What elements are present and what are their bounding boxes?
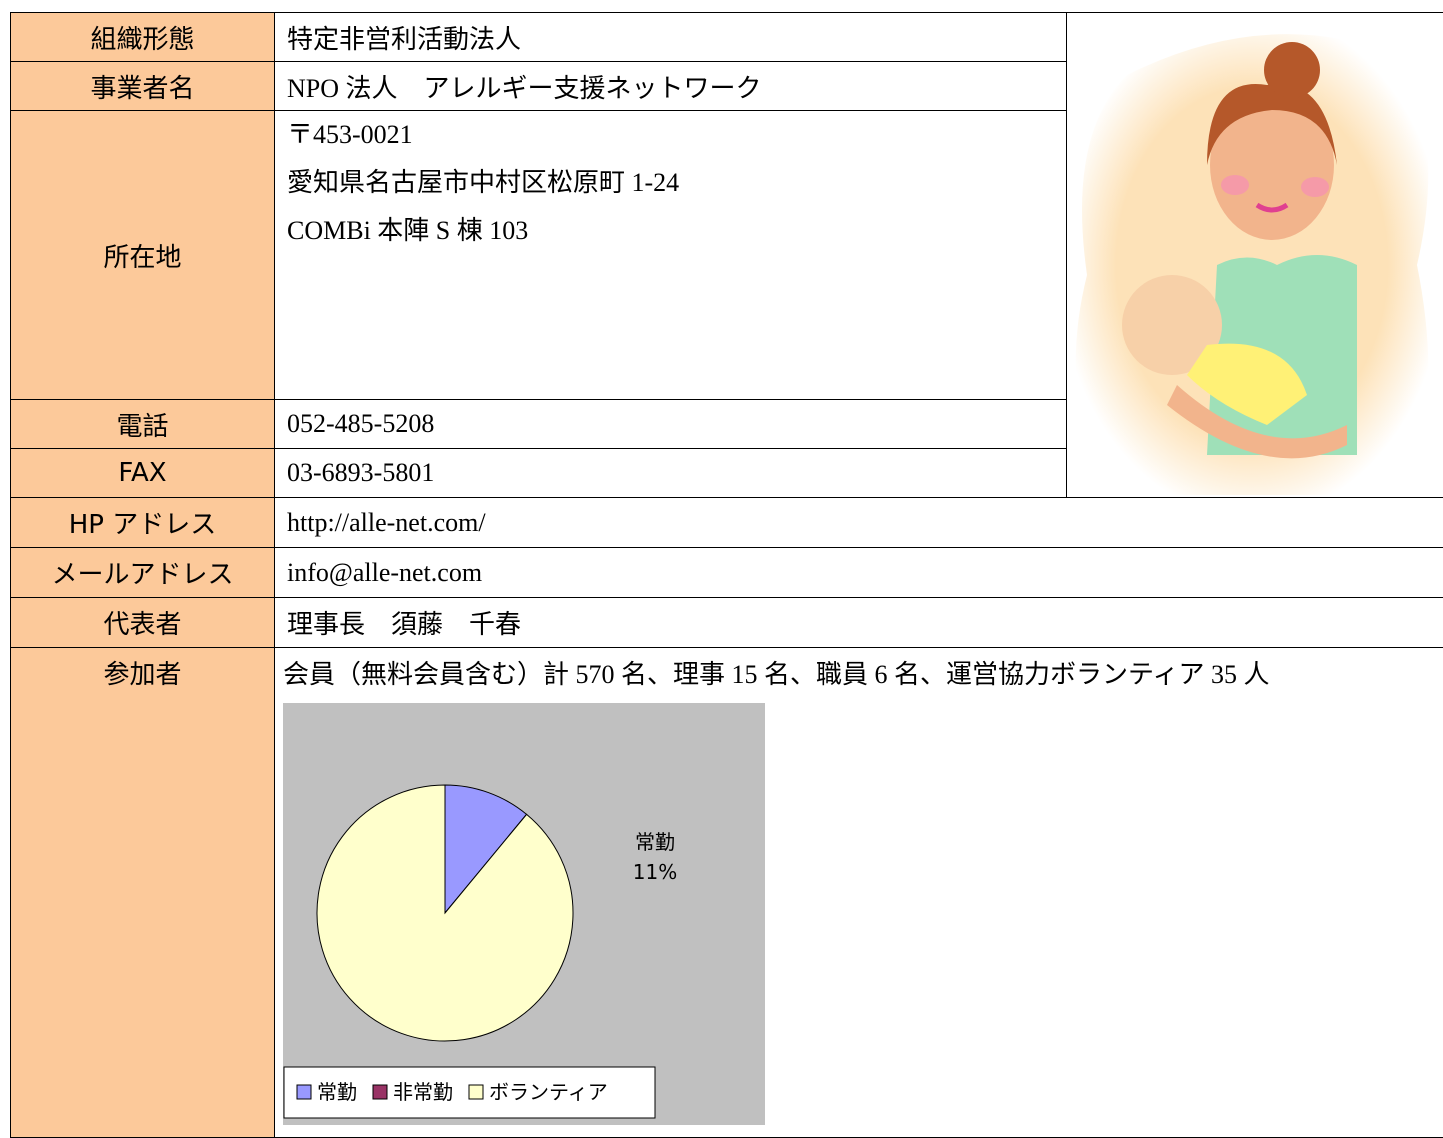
row-label: HP アドレス [11, 498, 275, 548]
row-label: FAX [11, 449, 275, 498]
row-value: info@alle-net.com [275, 548, 1443, 598]
row-label: 組織形態 [11, 13, 275, 62]
illustration [1067, 15, 1443, 495]
row-label: 参加者 [11, 648, 275, 1138]
row-label: 代表者 [11, 598, 275, 648]
legend-swatch [373, 1085, 387, 1099]
info-table: 組織形態 特定非営利活動法人 事業者名 NPO 法人 アレルギー支援ネットワーク… [10, 12, 1443, 1138]
row-label: 事業者名 [11, 62, 275, 111]
legend-label: ボランティア [489, 1080, 608, 1104]
data-label-category: 常勤 [635, 830, 675, 854]
legend-label: 常勤 [317, 1080, 357, 1104]
pie-chart: 常勤11%常勤非常勤ボランティア [283, 703, 765, 1125]
row-value: 052-485-5208 [275, 400, 1067, 449]
text: 理事長 須藤 千春 [287, 604, 1438, 641]
row-value: 〒453-0021 愛知県名古屋市中村区松原町 1-24 COMBi 本陣 S … [275, 111, 1067, 400]
row-label: メールアドレス [11, 548, 275, 598]
text: 052-485-5208 [287, 409, 1054, 439]
text: 会員（無料会員含む）計 570 名、理事 15 名、職員 6 名、運営協力ボラン… [283, 654, 1443, 691]
text: 03-6893-5801 [287, 458, 1054, 488]
text: 愛知県名古屋市中村区松原町 1-24 [287, 159, 1054, 207]
row-label: 電話 [11, 400, 275, 449]
row-value: 03-6893-5801 [275, 449, 1067, 498]
data-label: 11% [633, 860, 677, 884]
pie-slice [317, 785, 573, 1041]
legend-label: 非常勤 [393, 1080, 453, 1104]
text: COMBi 本陣 S 棟 103 [287, 207, 1054, 255]
row-value: 理事長 須藤 千春 [275, 598, 1443, 648]
text: NPO 法人 アレルギー支援ネットワーク [287, 68, 1054, 105]
legend-swatch [469, 1085, 483, 1099]
illustration-cell [1067, 13, 1443, 498]
row-value: 特定非営利活動法人 [275, 13, 1067, 62]
text: info@alle-net.com [287, 558, 1438, 588]
text: 〒453-0021 [287, 111, 1054, 159]
row-value: NPO 法人 アレルギー支援ネットワーク [275, 62, 1067, 111]
text: http://alle-net.com/ [287, 508, 1438, 538]
row-value: http://alle-net.com/ [275, 498, 1443, 548]
legend-swatch [297, 1085, 311, 1099]
text: 特定非営利活動法人 [287, 19, 1054, 56]
row-label: 所在地 [11, 111, 275, 400]
row-value: 会員（無料会員含む）計 570 名、理事 15 名、職員 6 名、運営協力ボラン… [275, 648, 1443, 1138]
